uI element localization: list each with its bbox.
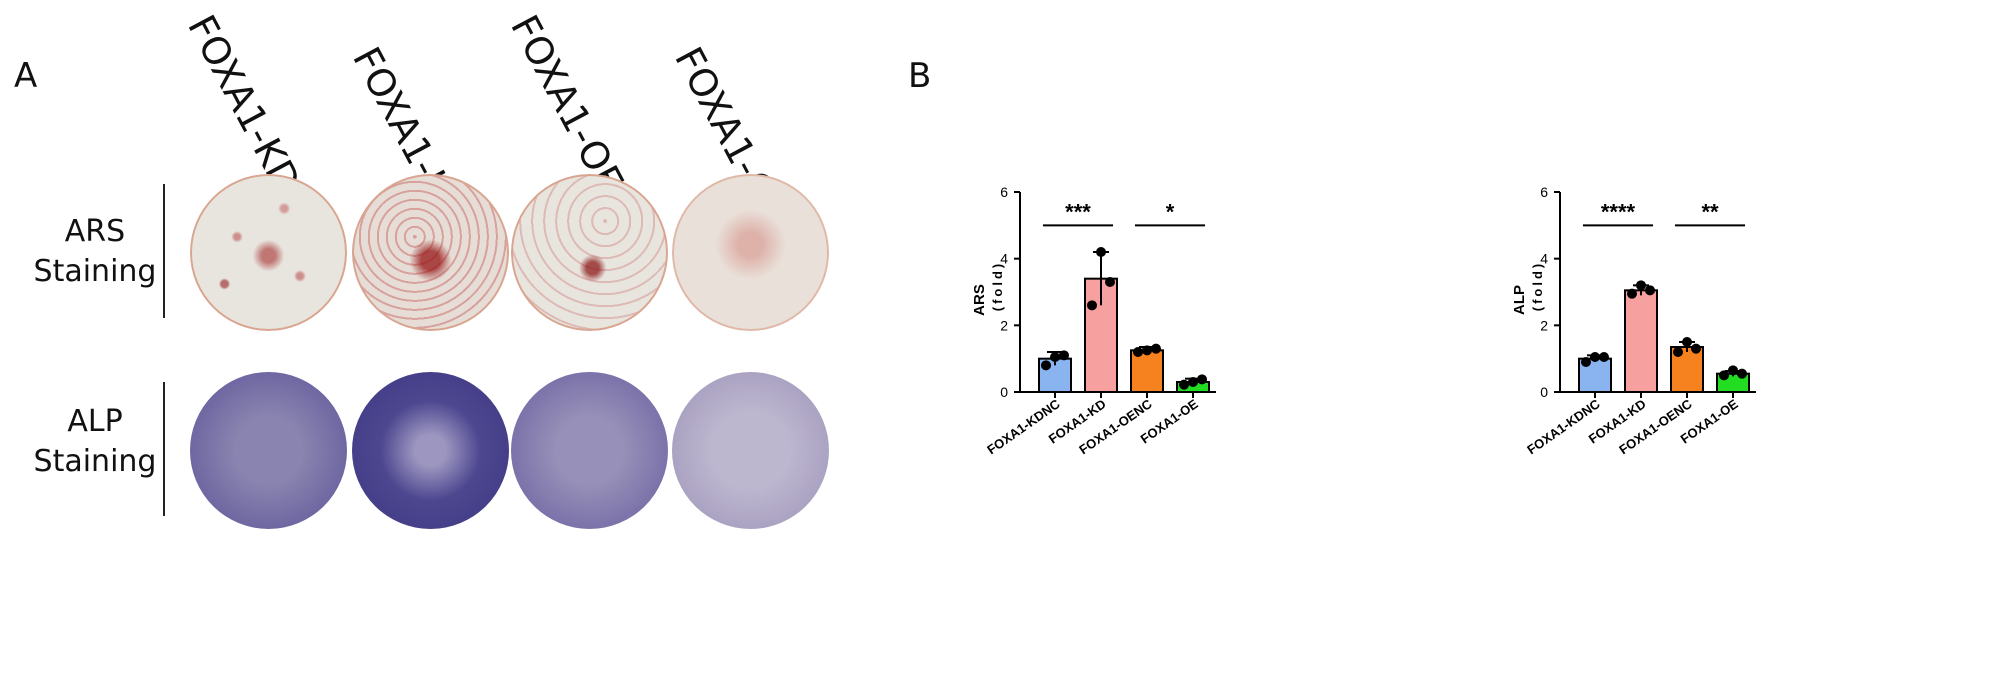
y-axis-label: ALP xyxy=(1511,285,1528,315)
data-point xyxy=(1627,288,1637,299)
alp-well-kdnc xyxy=(190,372,347,529)
y-axis-unit: (fold) xyxy=(1530,261,1545,311)
row-label-ars-line1: ARS xyxy=(64,214,126,249)
data-point xyxy=(1041,360,1051,371)
y-tick-label: 6 xyxy=(1540,184,1548,200)
y-tick-label: 4 xyxy=(1000,251,1008,267)
x-tick-label: FOXA1-KDNC xyxy=(984,396,1063,458)
data-point xyxy=(1682,337,1692,347)
x-tick-label: FOXA1-KDNC xyxy=(1524,396,1603,458)
row-divider-alp xyxy=(163,382,165,516)
row-label-alp-line2: Staining xyxy=(33,444,157,479)
data-point xyxy=(1719,370,1729,381)
y-tick-label: 4 xyxy=(1540,251,1548,267)
y-axis-unit: (fold) xyxy=(990,261,1005,311)
significance-label: *** xyxy=(1065,199,1091,224)
y-tick-label: 0 xyxy=(1540,384,1548,400)
significance-label: ** xyxy=(1701,199,1719,224)
data-point xyxy=(1050,352,1060,362)
ars-well-kd xyxy=(352,174,509,331)
data-point xyxy=(1645,285,1655,296)
row-label-alp: ALP Staining xyxy=(20,402,170,482)
bar-3 xyxy=(1130,349,1164,393)
panel-b-letter: B xyxy=(908,56,932,96)
row-divider-ars xyxy=(163,184,165,318)
ars-well-oenc xyxy=(511,174,668,331)
significance-label: * xyxy=(1166,199,1175,224)
data-point xyxy=(1059,350,1069,361)
panel-a-letter: A xyxy=(14,56,38,96)
y-tick-label: 0 xyxy=(1000,384,1008,400)
data-point xyxy=(1599,352,1609,362)
row-label-alp-line1: ALP xyxy=(67,404,123,439)
data-point xyxy=(1728,365,1738,376)
data-point xyxy=(1590,352,1600,362)
alp-well-oe xyxy=(672,372,829,529)
data-point xyxy=(1133,347,1143,357)
row-label-ars-line2: Staining xyxy=(33,254,157,289)
data-point xyxy=(1737,368,1747,379)
data-point xyxy=(1581,357,1591,367)
data-point xyxy=(1142,345,1152,356)
data-point xyxy=(1105,277,1115,287)
data-point xyxy=(1691,343,1701,354)
y-tick-label: 6 xyxy=(1000,184,1008,200)
significance-label: **** xyxy=(1601,199,1636,224)
data-point xyxy=(1087,300,1097,311)
y-tick-label: 2 xyxy=(1540,317,1548,333)
data-point xyxy=(1197,374,1207,385)
data-point xyxy=(1188,377,1198,387)
data-point xyxy=(1151,343,1161,354)
data-point xyxy=(1096,247,1106,257)
alp-well-oenc xyxy=(511,372,668,529)
alp-well-kd xyxy=(352,372,509,529)
ars-well-kdnc xyxy=(190,174,347,331)
y-axis-label: ARS xyxy=(971,284,988,316)
data-point xyxy=(1673,347,1683,357)
data-point xyxy=(1636,280,1646,291)
bar-2 xyxy=(1624,289,1658,393)
row-label-ars: ARS Staining xyxy=(20,212,170,292)
ars-well-oe xyxy=(672,174,829,331)
data-point xyxy=(1179,379,1189,390)
y-tick-label: 2 xyxy=(1000,317,1008,333)
